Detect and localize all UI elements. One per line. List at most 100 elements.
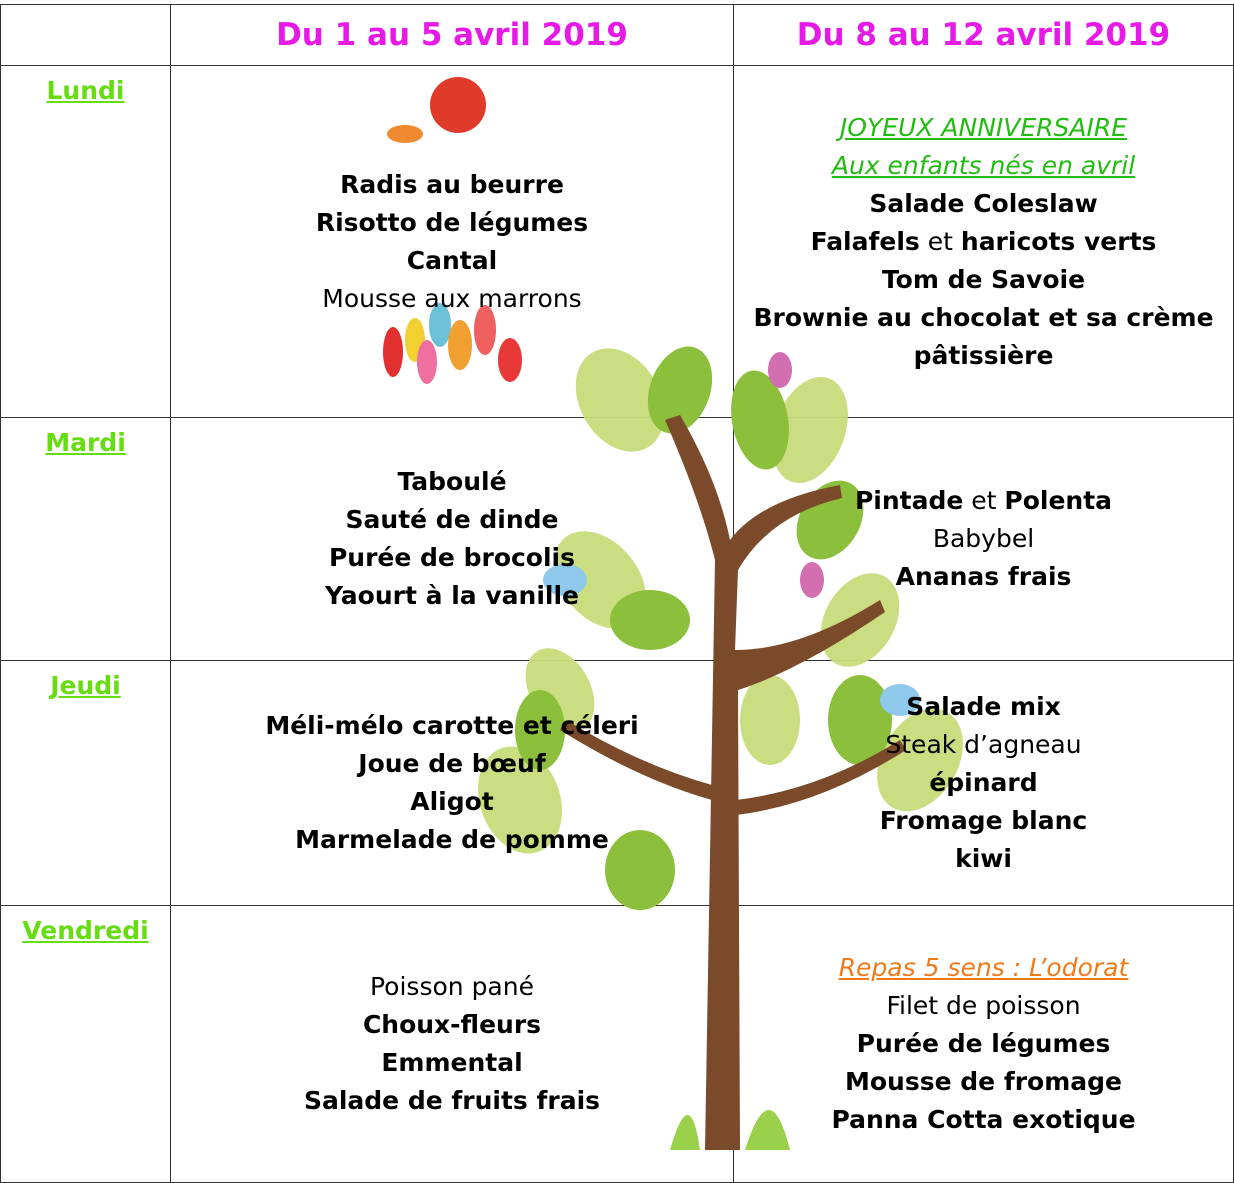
menu-line: Choux-fleurs: [171, 1006, 733, 1044]
menu-item: Ananas frais: [895, 562, 1072, 591]
menu-items: Radis au beurre Risotto de légumes Cantal M…: [171, 166, 733, 318]
menu-item: Cantal: [406, 245, 498, 275]
menu-item: Falafels: [810, 226, 920, 256]
menu-line: Yaourt à la vanille: [171, 577, 733, 615]
menu-item: Joue de bœuf: [358, 749, 546, 778]
menu-item: et: [927, 226, 953, 256]
menu-line: Steak d’agneau: [734, 726, 1233, 764]
menu-line: Tom de Savoie: [734, 261, 1233, 299]
menu-items: Pintade et Polenta Babybel Ananas frais: [734, 482, 1233, 596]
menu-items: Taboulé Sauté de dinde Purée de brocolis Ya…: [171, 463, 733, 615]
menu-item: Aligot: [410, 787, 494, 816]
menu-item: Repas 5 sens : L’odorat: [838, 953, 1129, 982]
menu-cell: JOYEUX ANNIVERSAIRE Aux enfants nés en av…: [733, 65, 1234, 418]
menu-item: kiwi: [955, 844, 1012, 873]
menu-line: Salade mix: [734, 688, 1233, 726]
menu-line: Falafels et haricots verts: [734, 223, 1233, 261]
menu-line: Cantal: [171, 242, 733, 280]
day-cell: Vendredi: [0, 905, 171, 1183]
menu-item: Polenta: [1004, 486, 1113, 515]
menu-line: Pintade et Polenta: [734, 482, 1233, 520]
menu-item: Purée de légumes: [856, 1029, 1111, 1058]
day-row: Vendredi Poisson pané Choux-fleurs Emmental…: [0, 905, 1234, 1183]
menu-item: Mousse aux marrons: [322, 283, 582, 313]
day-row: Lundi Radis au beurre Risotto de légumes Ca…: [0, 65, 1234, 418]
menu-item: Panna Cotta exotique: [831, 1105, 1136, 1134]
menu-cell: Taboulé Sauté de dinde Purée de brocolis Ya…: [170, 417, 734, 661]
menu-line: Filet de poisson: [734, 987, 1233, 1025]
menu-item: Pintade: [854, 486, 964, 515]
menu-item: Yaourt à la vanille: [325, 581, 579, 610]
menu-line: JOYEUX ANNIVERSAIRE: [734, 109, 1233, 147]
menu-item: et: [971, 486, 997, 515]
menu-item: Purée de brocolis: [328, 543, 576, 572]
menu-cell: Repas 5 sens : L’odorat Filet de poisson P…: [733, 905, 1234, 1183]
menu-item: Radis au beurre: [340, 169, 564, 199]
menu-item: haricots verts: [960, 226, 1157, 256]
day-row: Mardi Taboulé Sauté de dinde Purée de broco…: [0, 417, 1234, 661]
menu-cell: Méli-mélo carotte et céleri Joue de bœuf A…: [170, 660, 734, 906]
day-label: Mardi: [45, 428, 126, 457]
day-row: Jeudi Méli-mélo carotte et céleri Joue de …: [0, 660, 1234, 906]
corner-cell: [0, 4, 171, 66]
menu-item: Choux-fleurs: [362, 1010, 542, 1039]
menu-line: Babybel: [734, 520, 1233, 558]
menu-item: Brownie au chocolat et sa crème pâtissiè…: [753, 302, 1214, 370]
menu-line: Brownie au chocolat et sa crème pâtissiè…: [734, 299, 1233, 375]
menu-line: Taboulé: [171, 463, 733, 501]
menu-line: épinard: [734, 764, 1233, 802]
week-title: Du 8 au 12 avril 2019: [796, 17, 1171, 53]
menu-line: Mousse de fromage: [734, 1063, 1233, 1101]
menu-items: Poisson pané Choux-fleurs Emmental Salade d…: [171, 968, 733, 1120]
menu-item: Risotto de légumes: [315, 207, 589, 237]
menu-line: Marmelade de pomme: [171, 821, 733, 859]
menu-line: Purée de brocolis: [171, 539, 733, 577]
menu-items: JOYEUX ANNIVERSAIRE Aux enfants nés en av…: [734, 109, 1233, 375]
day-cell: Mardi: [0, 417, 171, 661]
day-label: Jeudi: [50, 671, 121, 700]
week-title: Du 1 au 5 avril 2019: [276, 17, 628, 53]
day-cell: Jeudi: [0, 660, 171, 906]
menu-item: Poisson pané: [370, 972, 534, 1001]
day-label: Lundi: [46, 76, 125, 105]
menu-items: Méli-mélo carotte et céleri Joue de bœuf A…: [171, 707, 733, 859]
week-header: Du 8 au 12 avril 2019: [733, 4, 1234, 66]
menu-line: Purée de légumes: [734, 1025, 1233, 1063]
menu-item: Aux enfants nés en avril: [831, 150, 1136, 180]
menu-item: Filet de poisson: [886, 991, 1081, 1020]
menu-item: Fromage blanc: [879, 806, 1088, 835]
menu-table: Du 1 au 5 avril 2019 Du 8 au 12 avril 201…: [0, 4, 1234, 1183]
menu-line: Méli-mélo carotte et céleri: [171, 707, 733, 745]
menu-line: Risotto de légumes: [171, 204, 733, 242]
menu-line: Ananas frais: [734, 558, 1233, 596]
menu-item: Salade de fruits frais: [303, 1086, 601, 1115]
menu-line: Emmental: [171, 1044, 733, 1082]
day-label: Vendredi: [22, 916, 149, 945]
menu-line: Mousse aux marrons: [171, 280, 733, 318]
menu-line: Aux enfants nés en avril: [734, 147, 1233, 185]
menu-item: JOYEUX ANNIVERSAIRE: [839, 112, 1128, 142]
menu-line: Salade de fruits frais: [171, 1082, 733, 1120]
menu-item: Steak d’agneau: [885, 730, 1082, 759]
menu-line: kiwi: [734, 840, 1233, 878]
menu-cell: Salade mix Steak d’agneau épinard Fromage b…: [733, 660, 1234, 906]
menu-line: Poisson pané: [171, 968, 733, 1006]
header-row: Du 1 au 5 avril 2019 Du 8 au 12 avril 201…: [0, 4, 1234, 66]
menu-line: Panna Cotta exotique: [734, 1101, 1233, 1139]
day-cell: Lundi: [0, 65, 171, 418]
menu-line: Fromage blanc: [734, 802, 1233, 840]
menu-item: Marmelade de pomme: [295, 825, 609, 854]
menu-item: Mousse de fromage: [845, 1067, 1122, 1096]
menu-line: Sauté de dinde: [171, 501, 733, 539]
menu-item: Emmental: [381, 1048, 523, 1077]
menu-item: Méli-mélo carotte et céleri: [265, 711, 639, 740]
menu-line: Joue de bœuf: [171, 745, 733, 783]
week-header: Du 1 au 5 avril 2019: [170, 4, 734, 66]
menu-items: Salade mix Steak d’agneau épinard Fromage b…: [734, 688, 1233, 878]
menu-cell: Radis au beurre Risotto de légumes Cantal M…: [170, 65, 734, 418]
menu-item: Sauté de dinde: [345, 505, 559, 534]
menu-item: Tom de Savoie: [881, 264, 1086, 294]
menu-line: Radis au beurre: [171, 166, 733, 204]
menu-line: Aligot: [171, 783, 733, 821]
